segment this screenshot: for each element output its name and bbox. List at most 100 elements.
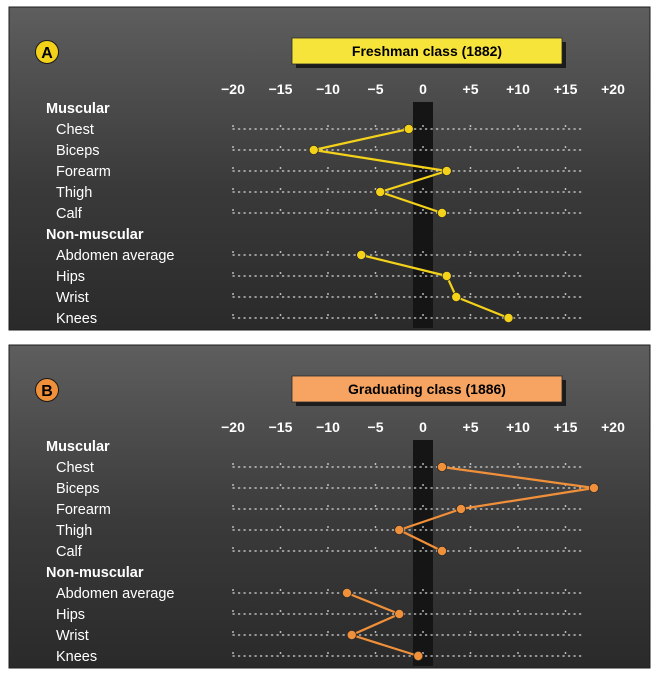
grid-tick xyxy=(469,272,472,274)
data-point xyxy=(394,525,405,536)
grid-tick xyxy=(279,589,282,591)
category-label: Calf xyxy=(56,206,83,222)
series-line xyxy=(360,253,509,320)
x-tick-label: +15 xyxy=(554,419,578,435)
category-label: Wrist xyxy=(56,290,89,306)
grid-tick xyxy=(374,251,377,253)
category-label: Forearm xyxy=(56,164,111,180)
grid-tick xyxy=(232,547,234,549)
category-label: Knees xyxy=(56,649,97,665)
grid-tick xyxy=(564,526,567,528)
grid-tick xyxy=(564,505,567,507)
group-label: Muscular xyxy=(46,101,110,117)
grid-tick xyxy=(327,293,329,295)
grid-tick xyxy=(564,272,567,274)
grid-tick xyxy=(374,547,377,549)
grid-tick xyxy=(232,209,234,211)
grid-tick xyxy=(422,631,424,633)
grid-tick xyxy=(279,505,282,507)
category-label: Hips xyxy=(56,607,85,623)
grid-tick xyxy=(517,463,519,465)
grid-tick xyxy=(374,610,377,612)
x-tick-label: −15 xyxy=(269,81,293,97)
grid-tick xyxy=(469,652,472,654)
grid-tick xyxy=(327,484,329,486)
category-label: Biceps xyxy=(56,481,100,497)
grid-tick xyxy=(279,125,282,127)
grid-tick xyxy=(517,652,519,654)
data-point xyxy=(308,144,319,155)
data-point xyxy=(451,291,462,302)
grid-tick xyxy=(517,209,519,211)
grid-tick xyxy=(327,526,329,528)
grid-tick xyxy=(232,526,234,528)
data-point xyxy=(403,124,414,135)
grid-tick xyxy=(374,272,377,274)
grid-tick xyxy=(327,610,329,612)
grid-tick xyxy=(279,167,282,169)
category-label: Chest xyxy=(56,460,94,476)
x-tick-label: 0 xyxy=(419,419,427,435)
grid-tick xyxy=(564,652,567,654)
panel-label-badge xyxy=(35,378,59,402)
grid-tick xyxy=(374,293,377,295)
grid-tick xyxy=(422,125,424,127)
grid-tick xyxy=(232,484,234,486)
grid-tick xyxy=(469,484,472,486)
grid-tick xyxy=(232,272,234,274)
grid-tick xyxy=(279,610,282,612)
category-label: Abdomen average xyxy=(56,248,175,264)
grid-tick xyxy=(279,547,282,549)
data-point xyxy=(436,546,447,557)
grid-tick xyxy=(517,631,519,633)
grid-tick xyxy=(564,547,567,549)
grid-tick xyxy=(564,251,567,253)
grid-tick xyxy=(374,146,377,148)
grid-tick xyxy=(564,293,567,295)
grid-tick xyxy=(517,272,519,274)
grid-tick xyxy=(327,314,329,316)
x-tick-label: −15 xyxy=(269,419,293,435)
grid-tick xyxy=(327,251,329,253)
data-point xyxy=(436,207,447,218)
grid-tick xyxy=(374,526,377,528)
grid-tick xyxy=(232,125,234,127)
grid-tick xyxy=(374,505,377,507)
x-tick-label: +20 xyxy=(601,81,625,97)
grid-tick xyxy=(279,293,282,295)
grid-tick xyxy=(422,526,424,528)
grid-tick xyxy=(327,272,329,274)
grid-tick xyxy=(422,251,424,253)
grid-tick xyxy=(422,463,424,465)
grid-tick xyxy=(232,293,234,295)
grid-tick xyxy=(422,146,424,148)
x-tick-label: −20 xyxy=(221,81,245,97)
title-box xyxy=(291,37,563,65)
grid-tick xyxy=(517,589,519,591)
grid-tick xyxy=(232,146,234,148)
grid-tick xyxy=(517,293,519,295)
grid-tick xyxy=(469,251,472,253)
category-label: Knees xyxy=(56,311,97,327)
zero-band xyxy=(413,440,433,666)
grid-tick xyxy=(279,188,282,190)
x-tick-label: −10 xyxy=(316,419,340,435)
chart-title: Freshman class (1882) xyxy=(352,43,502,59)
data-point xyxy=(436,461,447,472)
grid-tick xyxy=(422,484,424,486)
grid-tick xyxy=(422,314,424,316)
grid-tick xyxy=(374,125,377,127)
grid-tick xyxy=(327,547,329,549)
grid-tick xyxy=(517,188,519,190)
grid-tick xyxy=(422,589,424,591)
title-box xyxy=(291,375,563,403)
grid-tick xyxy=(374,209,377,211)
grid-tick xyxy=(469,167,472,169)
grid-tick xyxy=(422,547,424,549)
data-point xyxy=(375,186,386,197)
grid-tick xyxy=(469,631,472,633)
grid-tick xyxy=(422,188,424,190)
category-label: Wrist xyxy=(56,628,89,644)
x-tick-label: −20 xyxy=(221,419,245,435)
